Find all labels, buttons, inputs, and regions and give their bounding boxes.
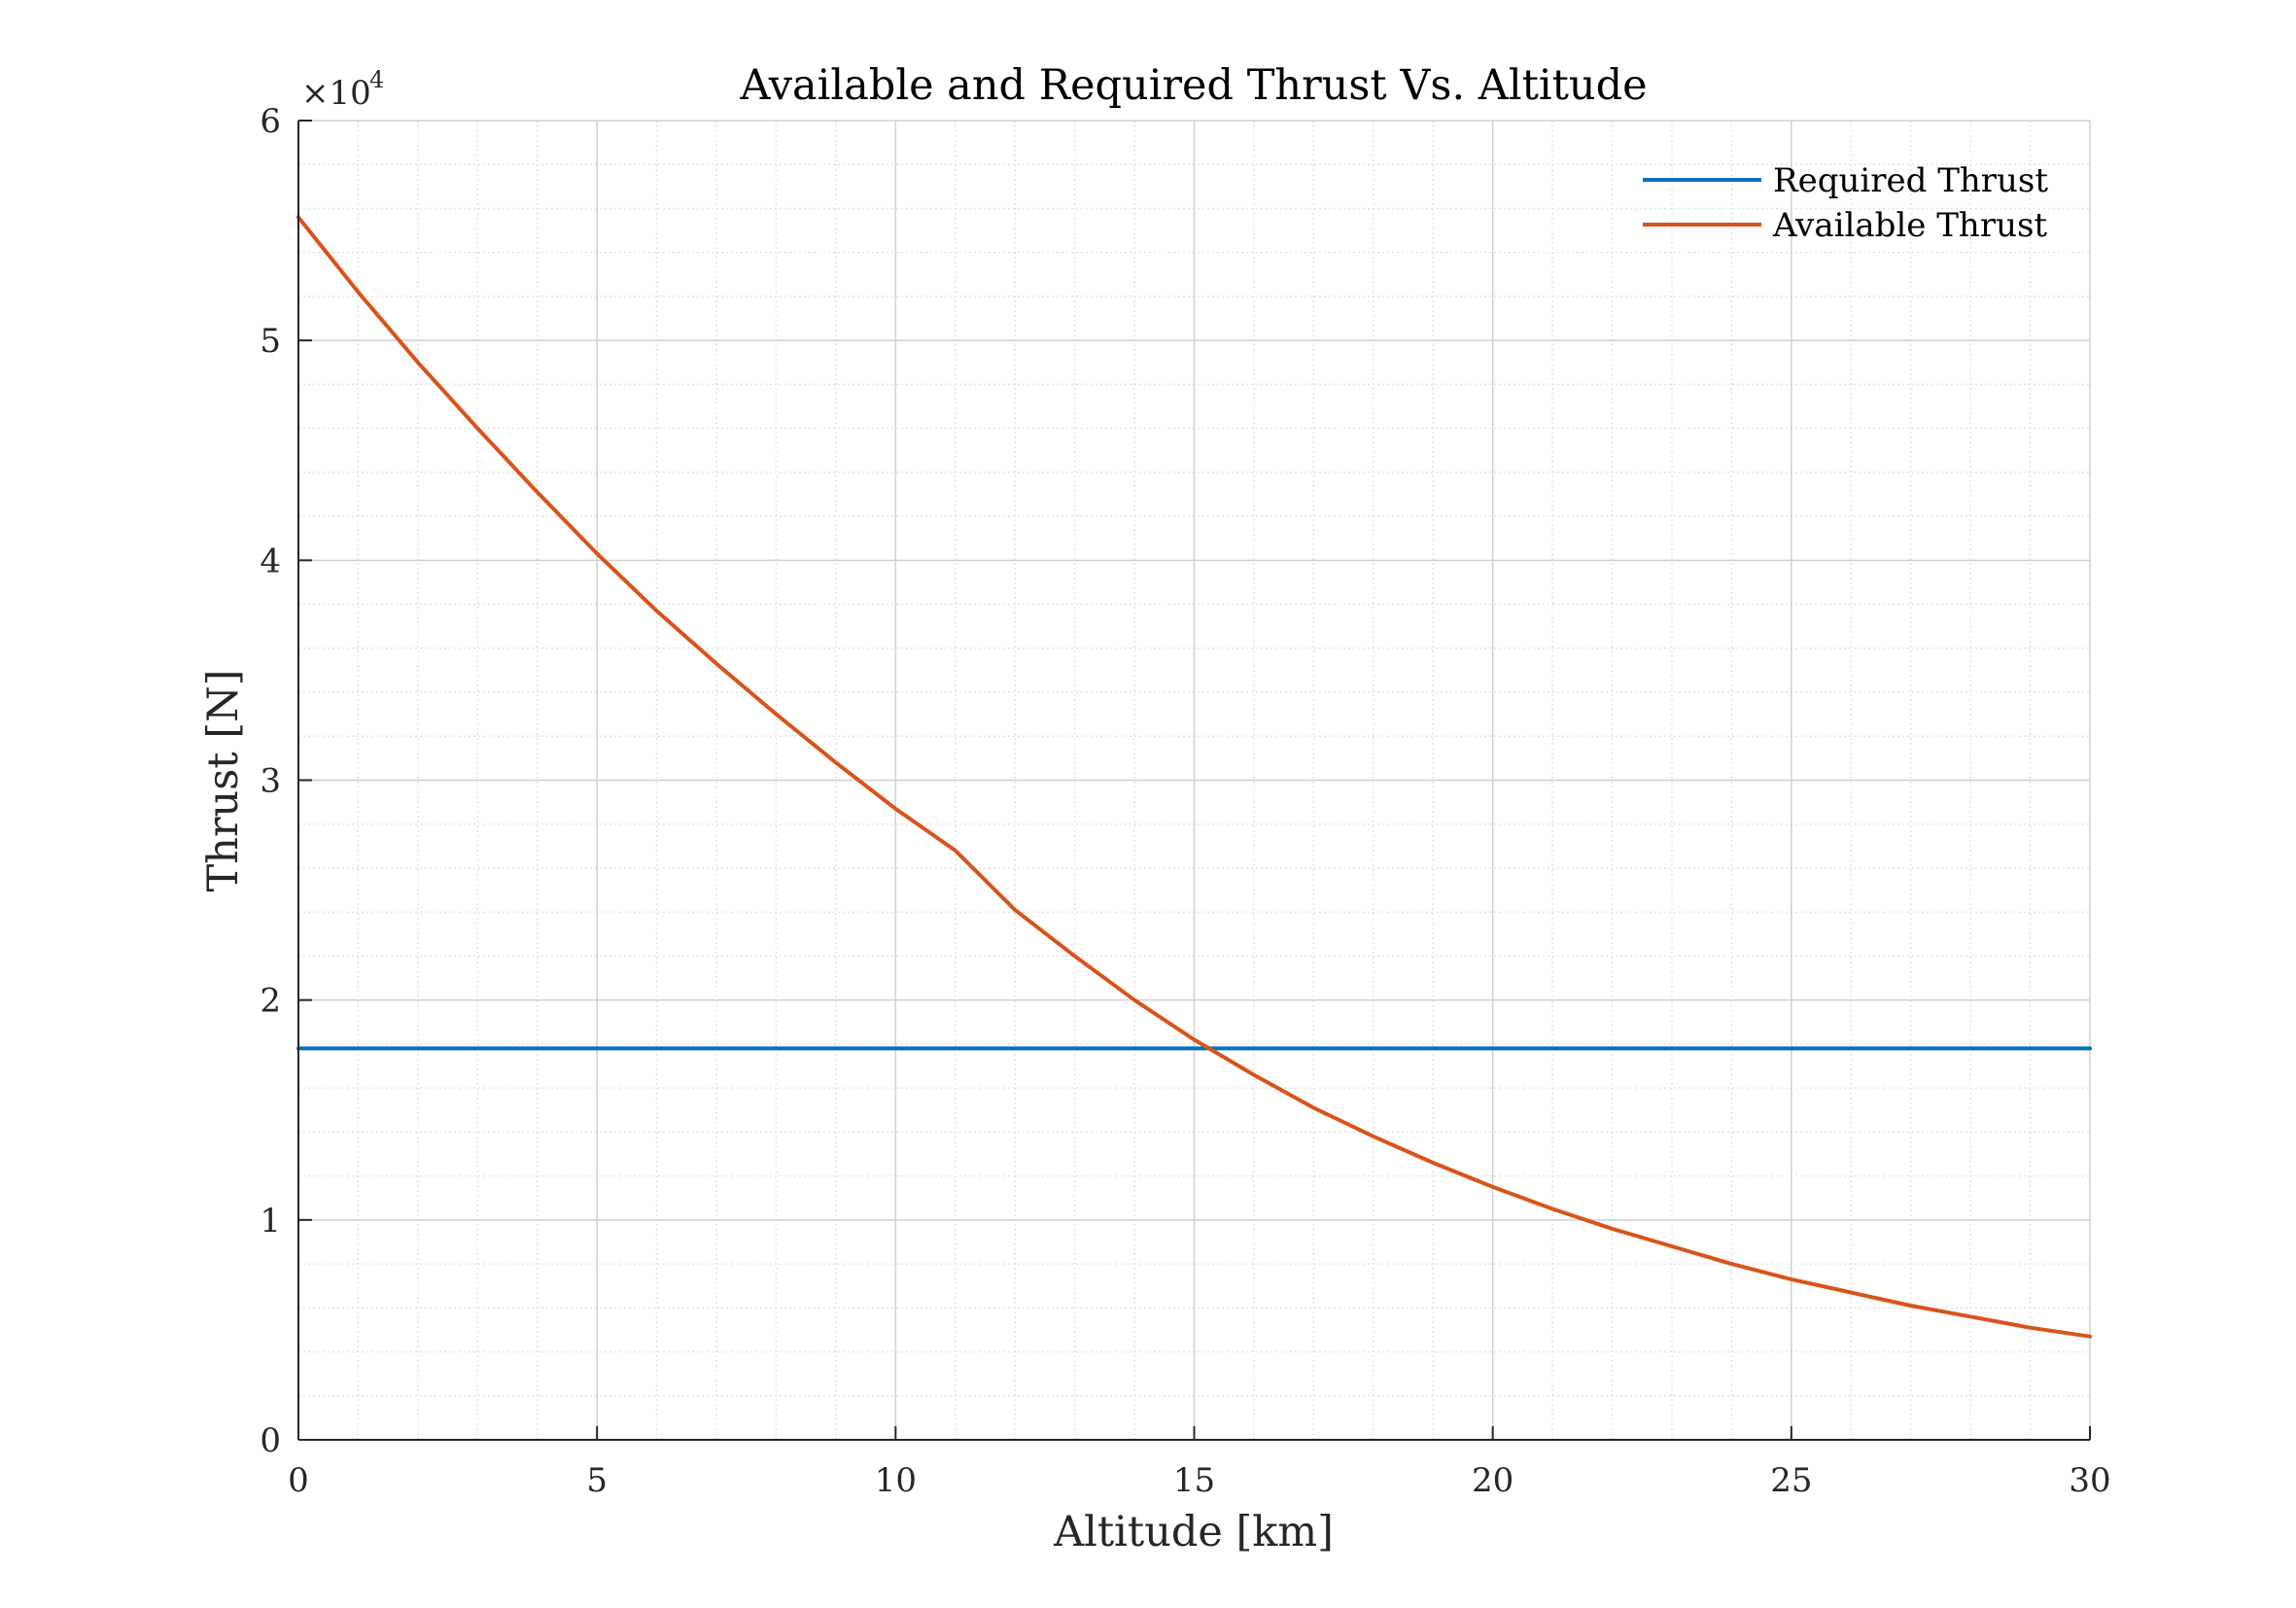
series-layer <box>296 215 2092 1339</box>
legend-label-required-thrust: Required Thrust <box>1773 161 2048 200</box>
y-tick-label: 1 <box>260 1202 281 1241</box>
y-tick-label: 6 <box>260 102 281 141</box>
y-axis-label: Thrust [N] <box>199 670 248 892</box>
x-tick-label: 5 <box>586 1461 608 1500</box>
major-grid <box>298 120 2091 1440</box>
y-tick-label: 0 <box>260 1421 281 1460</box>
y-exponent-power: 4 <box>369 66 384 93</box>
series-line-available-thrust <box>296 215 2092 1339</box>
x-tick-label: 0 <box>288 1461 309 1500</box>
legend: Required Thrust Available Thrust <box>1643 161 2048 245</box>
x-tick-label: 15 <box>1173 1461 1215 1500</box>
legend-label-available-thrust: Available Thrust <box>1772 206 2047 245</box>
x-tick-label: 30 <box>2069 1461 2110 1500</box>
x-axis-label: Altitude [km] <box>1053 1508 1334 1556</box>
x-tick-label: 10 <box>875 1461 917 1500</box>
y-tick-label: 2 <box>260 982 281 1021</box>
tick-labels: 0 5 10 15 20 25 30 0 1 2 3 4 5 6 <box>260 102 2110 1500</box>
y-exponent-base: ×10 <box>301 74 371 113</box>
ticks <box>297 120 2091 1441</box>
y-tick-label: 4 <box>260 542 281 580</box>
x-tick-label: 25 <box>1770 1461 1812 1500</box>
y-tick-label: 3 <box>260 762 281 801</box>
y-tick-label: 5 <box>260 322 281 361</box>
x-tick-label: 20 <box>1472 1461 1513 1500</box>
chart-title: Available and Required Thrust Vs. Altitu… <box>739 61 1647 110</box>
